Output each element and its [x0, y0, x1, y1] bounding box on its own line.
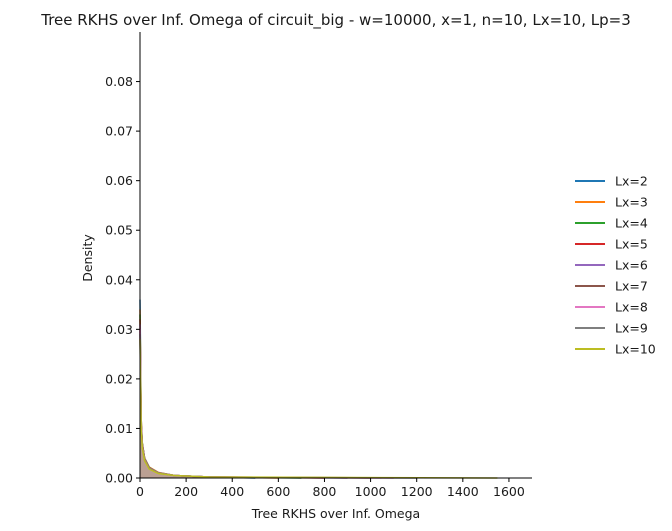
legend-label-lx-4: Lx=4 — [615, 216, 648, 231]
y-tick-label: 0.04 — [105, 272, 133, 287]
y-axis-ticks: 0.00 0.01 0.02 0.03 0.04 0.05 0.06 0.07 0.08 — [105, 74, 140, 486]
density-line-lx-4 — [139, 314, 302, 479]
x-tick-label: 1400 — [447, 484, 479, 499]
legend: Lx=2 Lx=3 Lx=4 Lx=5 Lx=6 Lx=7 Lx=8 Lx=9 Lx=10 — [575, 174, 656, 357]
plot-area — [139, 299, 498, 479]
y-axis-label: Density — [80, 234, 95, 282]
density-fill-lx-9 — [140, 334, 417, 478]
legend-label-lx-6: Lx=6 — [615, 258, 648, 273]
x-tick-label: 1000 — [355, 484, 387, 499]
density-line-lx-7 — [139, 329, 371, 479]
y-tick-label: 0.03 — [105, 322, 133, 337]
x-tick-label: 1200 — [401, 484, 433, 499]
density-fill-lx-8 — [140, 329, 394, 478]
y-tick-label: 0.05 — [105, 223, 133, 238]
y-tick-label: 0.08 — [105, 74, 133, 89]
legend-label-lx-9: Lx=9 — [615, 321, 648, 336]
density-fill-lx-4 — [140, 314, 302, 478]
legend-label-lx-3: Lx=3 — [615, 195, 648, 210]
x-tick-label: 1600 — [493, 484, 525, 499]
x-tick-label: 400 — [220, 484, 244, 499]
density-line-lx-5 — [139, 319, 325, 479]
x-axis-ticks: 0 200 400 600 800 1000 1200 1400 1600 — [136, 478, 525, 499]
density-line-lx-10 — [139, 339, 498, 479]
density-line-lx-6 — [139, 324, 348, 479]
density-fill-lx-6 — [140, 324, 348, 478]
chart-title: Tree RKHS over Inf. Omega of circuit_big… — [40, 11, 631, 30]
density-line-lx-2 — [139, 299, 256, 479]
x-tick-label: 0 — [136, 484, 144, 499]
y-tick-label: 0.06 — [105, 173, 133, 188]
density-line-lx-8 — [139, 329, 394, 479]
y-tick-label: 0.00 — [105, 471, 133, 486]
y-tick-label: 0.01 — [105, 421, 133, 436]
legend-label-lx-7: Lx=7 — [615, 279, 648, 294]
density-line-lx-9 — [139, 334, 417, 479]
density-fill-lx-2 — [140, 299, 256, 478]
density-fill-lx-10 — [140, 339, 498, 478]
y-tick-label: 0.07 — [105, 124, 133, 139]
x-tick-label: 600 — [266, 484, 290, 499]
x-tick-label: 200 — [174, 484, 198, 499]
x-axis-label: Tree RKHS over Inf. Omega — [251, 506, 420, 521]
legend-label-lx-10: Lx=10 — [615, 342, 656, 357]
legend-label-lx-5: Lx=5 — [615, 237, 648, 252]
density-line-lx-3 — [139, 309, 279, 479]
density-fill-lx-7 — [140, 329, 371, 478]
legend-label-lx-8: Lx=8 — [615, 300, 648, 315]
density-fill-lx-3 — [140, 309, 279, 478]
density-fill-lx-5 — [140, 319, 325, 478]
x-tick-label: 800 — [313, 484, 337, 499]
legend-label-lx-2: Lx=2 — [615, 174, 648, 189]
y-tick-label: 0.02 — [105, 371, 133, 386]
